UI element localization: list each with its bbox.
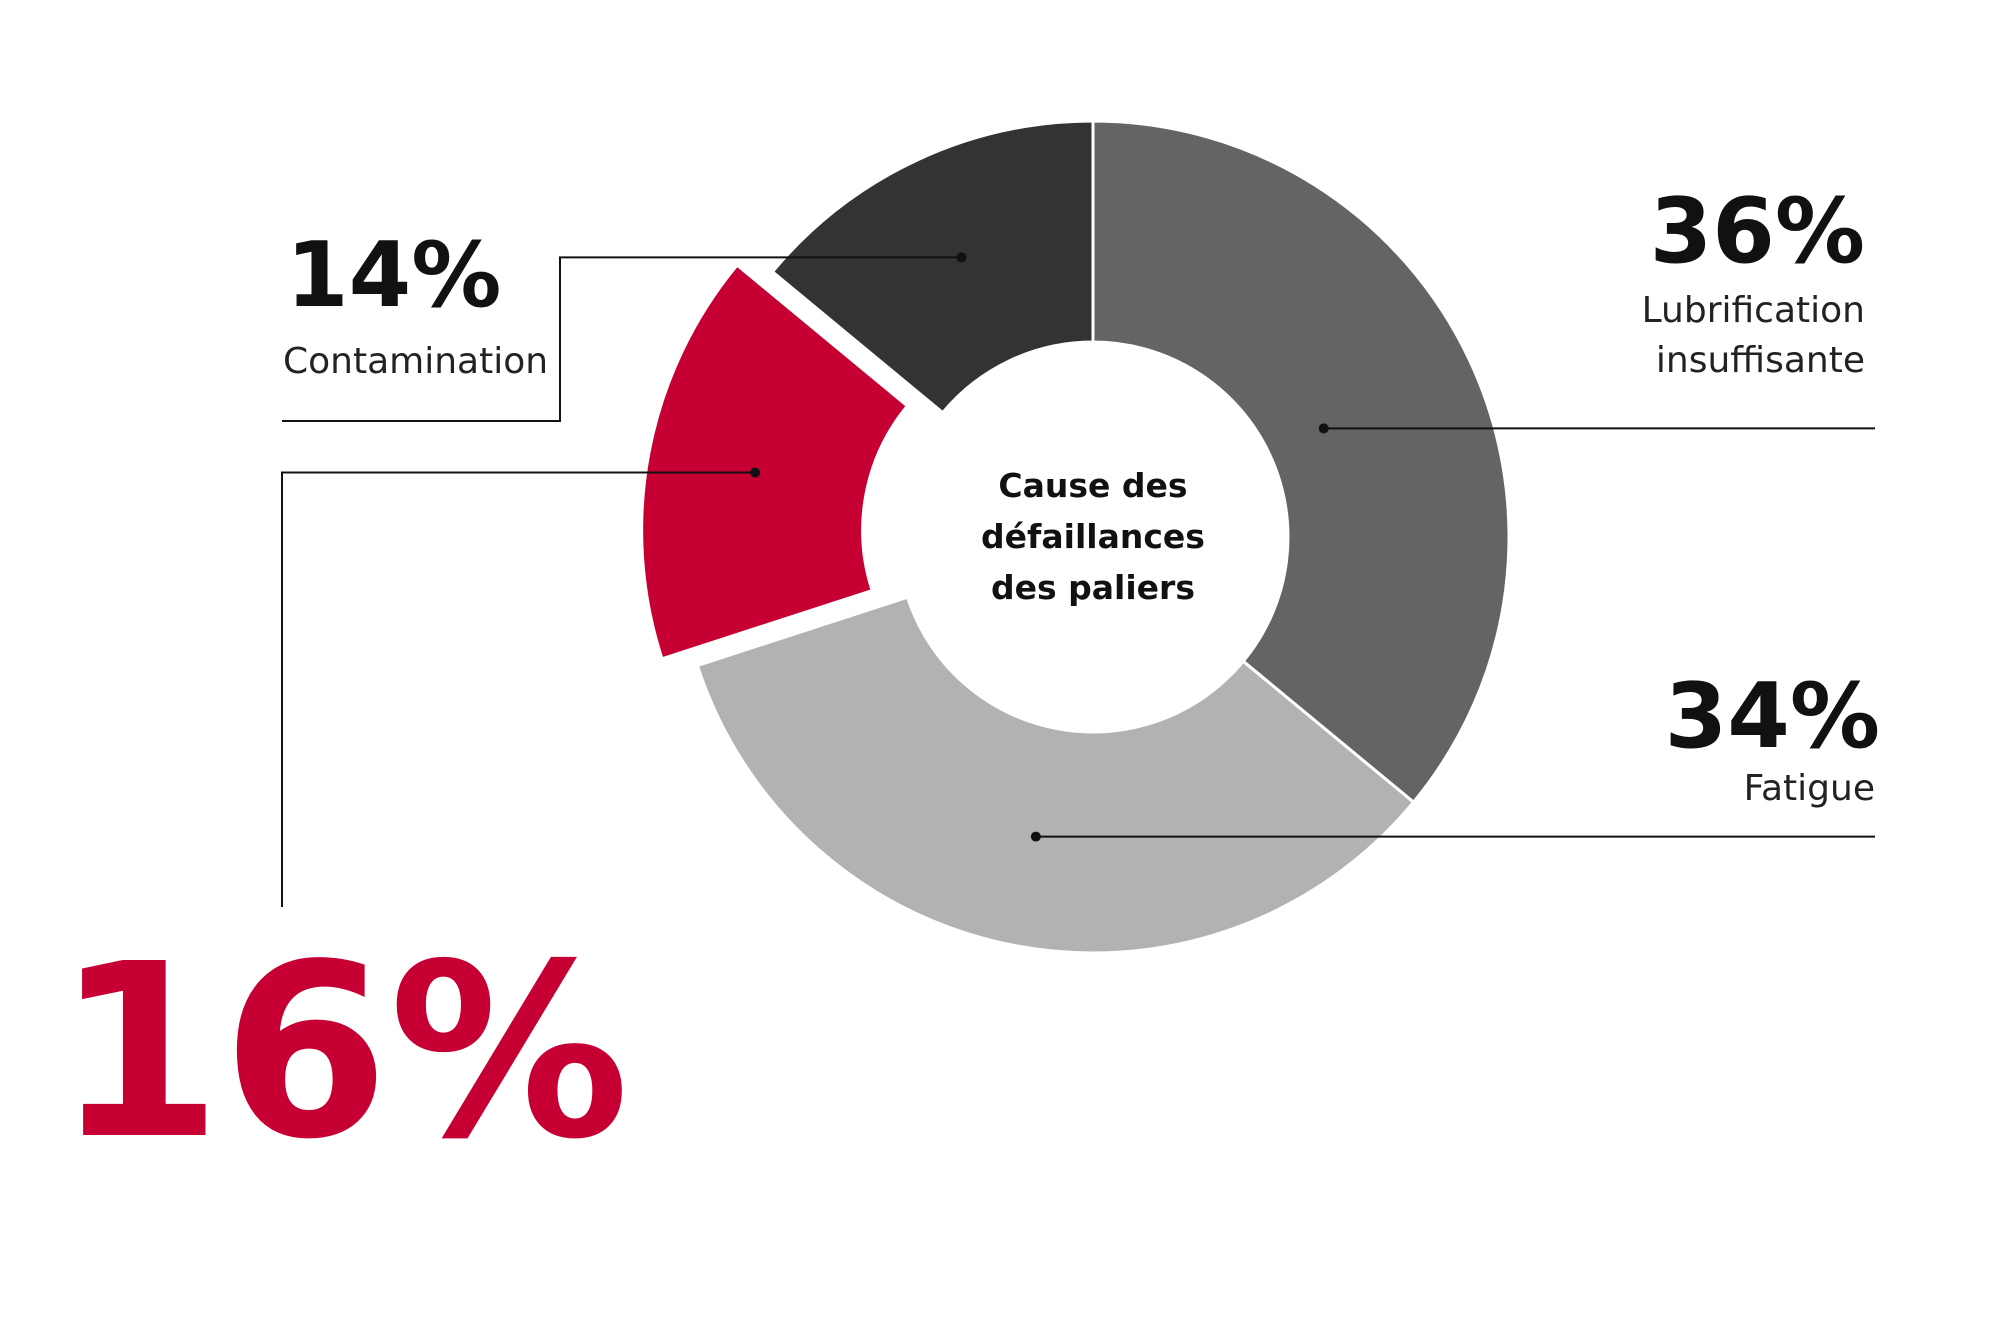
data-label-category: insuffisante — [1656, 340, 1865, 381]
data-label-category: Lubrification — [1642, 290, 1865, 331]
leader-dot — [750, 467, 761, 478]
chart-title-line: défaillances — [981, 517, 1205, 556]
leader-dot — [1318, 423, 1329, 434]
data-label-value: 34% — [1665, 664, 1880, 769]
slice-fatigue — [695, 595, 1416, 955]
data-label-value: 14% — [286, 223, 501, 328]
leader-line — [281, 471, 756, 907]
data-label-category: Fatigue — [1744, 768, 1875, 809]
slice-lubrification-insuffisante — [1091, 119, 1511, 805]
leader-dot — [1030, 831, 1041, 842]
chart-title-line: des paliers — [991, 568, 1195, 607]
data-label-value: 16% — [55, 912, 629, 1192]
slice-contamination — [770, 119, 1095, 415]
data-label-value: 36% — [1650, 179, 1865, 284]
leader-dot — [956, 252, 967, 263]
slice-highlighted — [640, 262, 910, 661]
chart-title-line: Cause des — [998, 466, 1187, 505]
data-label-category: Contamination — [283, 341, 548, 382]
leader-line — [282, 256, 962, 422]
